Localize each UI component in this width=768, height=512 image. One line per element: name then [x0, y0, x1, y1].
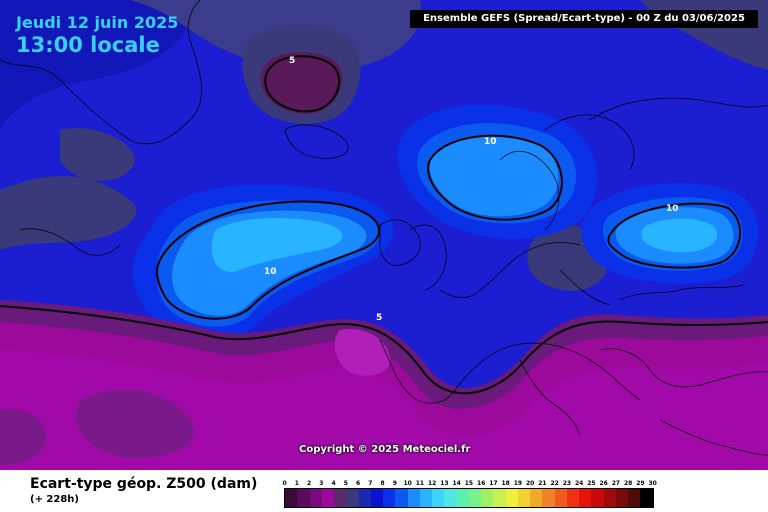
color-scale-swatch — [505, 489, 518, 507]
color-scale-swatch — [542, 489, 555, 507]
parameter-title: Ecart-type géop. Z500 (dam) — [30, 476, 258, 492]
color-scale-bar — [284, 488, 654, 508]
lead-time: (+ 228h) — [30, 494, 79, 505]
color-scale-swatch — [407, 489, 420, 507]
color-scale-swatch — [346, 489, 359, 507]
color-scale-swatch — [566, 489, 579, 507]
color-scale-tick-label: 3 — [319, 480, 324, 487]
forecast-date: Jeudi 12 juin 2025 — [16, 13, 179, 32]
color-scale-tick-label: 2 — [307, 480, 312, 487]
color-scale-tick-label: 1 — [294, 480, 299, 487]
color-scale-tick-label: 12 — [428, 480, 437, 487]
color-scale-tick-label: 27 — [611, 480, 621, 487]
color-scale-swatch — [517, 489, 530, 507]
color-scale-tick-label: 8 — [380, 480, 385, 487]
contour-10-central-europe — [607, 202, 742, 269]
color-scale-tick-label: 7 — [368, 480, 373, 487]
color-scale-tick-label: 14 — [452, 480, 461, 487]
spread-contours — [0, 55, 768, 395]
color-scale-tick-label: 9 — [392, 480, 397, 487]
contour-label: 5 — [376, 313, 382, 323]
color-scale-tick-label: 21 — [538, 480, 547, 487]
color-scale-tick-label: 0 — [282, 480, 287, 487]
contour-10-atlantic — [155, 200, 381, 320]
color-scale-tick-label: 29 — [636, 480, 645, 487]
color-scale-swatch — [481, 489, 494, 507]
color-scale-swatch — [309, 489, 322, 507]
color-scale-swatch — [383, 489, 396, 507]
coastlines — [0, 0, 768, 456]
color-scale-tick-label: 23 — [562, 480, 572, 487]
contour-label: 5 — [289, 56, 295, 66]
color-scale-tick-label: 22 — [550, 480, 559, 487]
contour-5-iceland — [264, 55, 341, 113]
color-scale-tick-label: 4 — [331, 480, 336, 487]
color-scale-tick-label: 5 — [343, 480, 348, 487]
color-scale-tick-label: 13 — [440, 480, 449, 487]
color-scale-swatch — [297, 489, 310, 507]
color-scale-swatch — [456, 489, 469, 507]
color-scale-tick-label: 10 — [403, 480, 412, 487]
color-scale-swatch — [334, 489, 347, 507]
color-scale-swatch — [444, 489, 457, 507]
color-scale-tick-label: 20 — [526, 480, 535, 487]
contour-label: 10 — [666, 204, 679, 214]
contour-10-north-sea — [427, 134, 563, 221]
copyright-notice: Copyright © 2025 Meteociel.fr — [299, 444, 471, 455]
spread-field-map: 5 10 10 10 5 — [0, 0, 768, 470]
color-scale-tick-label: 18 — [501, 480, 510, 487]
contour-label: 10 — [484, 137, 497, 147]
color-scale-tick-labels: 0 1 2 3 4 5 6 7 8 9 10 11 12 13 14 15 16 17 18 19 20 21 22 23 24… — [278, 480, 748, 488]
color-scale-swatch — [591, 489, 604, 507]
color-scale-swatch — [493, 489, 506, 507]
color-scale-tick-label: 6 — [356, 480, 361, 487]
color-scale-tick-label: 28 — [624, 480, 633, 487]
color-scale-tick-label: 26 — [599, 480, 608, 487]
color-scale-swatch — [468, 489, 481, 507]
color-scale-tick-label: 17 — [489, 480, 498, 487]
map-area: 5 10 10 10 5 — [0, 0, 768, 470]
color-scale-swatch — [370, 489, 383, 507]
color-scale-tick-label: 24 — [575, 480, 584, 487]
color-scale-tick-label: 25 — [587, 480, 596, 487]
color-scale-swatch — [358, 489, 371, 507]
color-scale-swatch — [530, 489, 543, 507]
color-scale-swatch — [615, 489, 628, 507]
color-scale-swatch — [640, 489, 653, 507]
contour-5-south — [0, 305, 768, 395]
color-scale-tick-label: 19 — [513, 480, 523, 487]
forecast-local-time: 13:00 locale — [16, 33, 160, 57]
color-scale-tick-label: 16 — [477, 480, 486, 487]
color-scale-swatch — [395, 489, 408, 507]
contour-label: 10 — [264, 267, 277, 277]
contour-labels: 5 10 10 10 5 — [264, 56, 679, 323]
color-scale-swatch — [603, 489, 616, 507]
color-scale-tick-label: 30 — [648, 480, 657, 487]
color-scale-tick-label: 15 — [464, 480, 474, 487]
color-scale-swatch — [321, 489, 334, 507]
run-banner: Ensemble GEFS (Spread/Ecart-type) - 00 Z… — [410, 10, 758, 28]
color-scale-swatch — [419, 489, 432, 507]
color-scale-swatch — [554, 489, 567, 507]
color-scale-swatch — [285, 489, 298, 507]
color-scale-swatch — [628, 489, 641, 507]
color-scale-swatch — [579, 489, 592, 507]
color-scale-tick-label: 11 — [415, 480, 425, 487]
color-scale-swatch — [432, 489, 445, 507]
